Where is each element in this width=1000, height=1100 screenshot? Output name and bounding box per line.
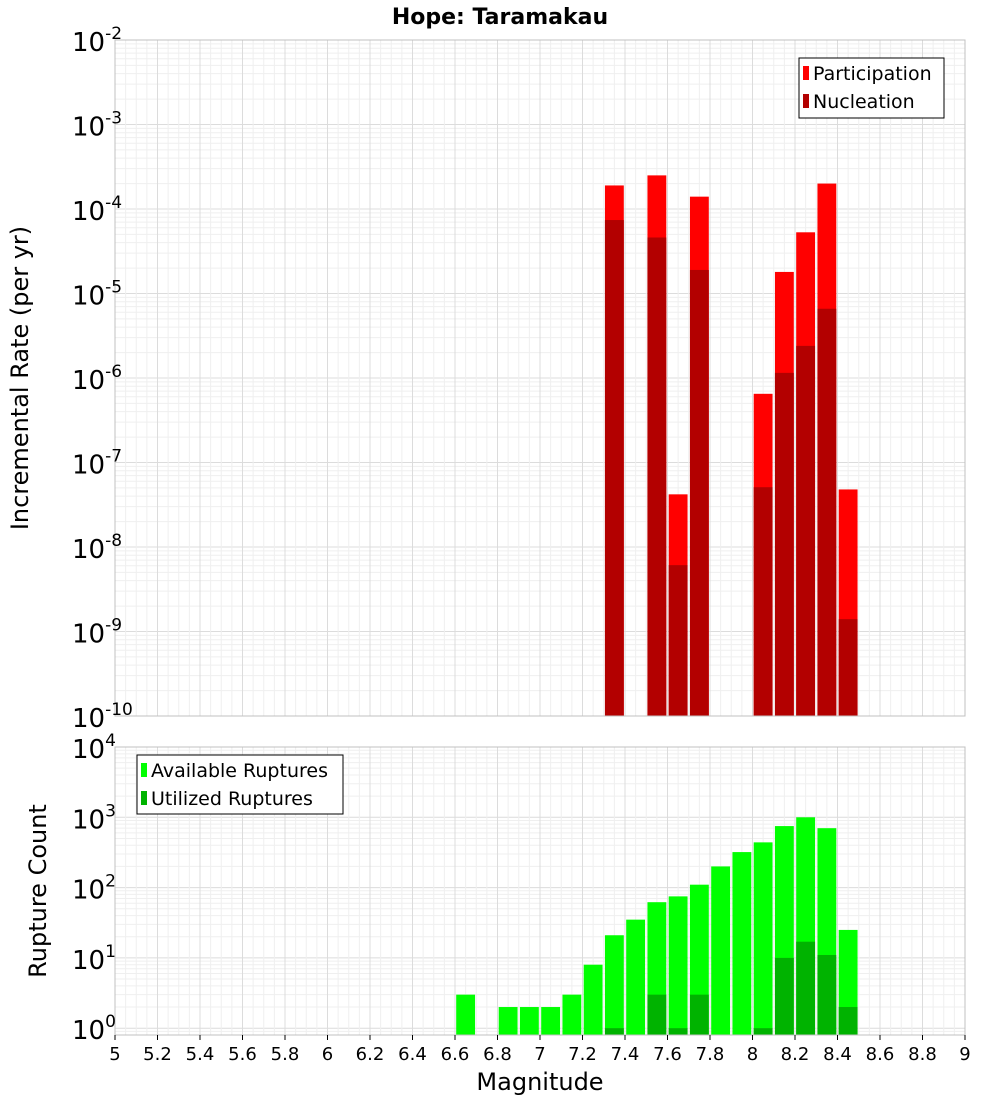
available-bar bbox=[732, 852, 752, 1035]
available-bar bbox=[668, 896, 688, 1035]
y-tick-label: 10-3 bbox=[72, 109, 122, 143]
available-bar bbox=[456, 994, 476, 1035]
x-tick-label: 7 bbox=[534, 1044, 545, 1065]
available-bar bbox=[519, 1007, 539, 1035]
rate-y-ticks: 10-10 10-9 10-8 10-7 10-6 10-5 10-4 10-3 10-2 bbox=[72, 24, 133, 734]
rate-y-axis-label: Incremental Rate (per yr) bbox=[6, 226, 34, 530]
x-tick-label: 7.4 bbox=[611, 1044, 640, 1065]
available-legend-label: Available Ruptures bbox=[151, 760, 328, 782]
utilized-bar bbox=[647, 994, 667, 1035]
rate-grid bbox=[114, 39, 966, 717]
utilized-legend-label: Utilized Ruptures bbox=[151, 788, 313, 810]
utilized-bar bbox=[838, 1007, 858, 1035]
nucleation-bar bbox=[689, 269, 709, 716]
available-legend-swatch bbox=[141, 763, 147, 777]
available-bar bbox=[583, 964, 603, 1035]
x-tick-label: 5 bbox=[109, 1044, 120, 1065]
nucleation-legend-label: Nucleation bbox=[813, 91, 915, 113]
x-tick-label: 8.8 bbox=[908, 1044, 937, 1065]
available-bar bbox=[753, 842, 773, 1035]
x-tick-label: 5.6 bbox=[228, 1044, 257, 1065]
x-ticks: 5 5.2 5.4 5.6 5.8 6 6.2 6.4 6.6 6.8 7 7.2 7.4 7.6 7.8 8… bbox=[109, 1035, 971, 1065]
count-y-axis-label: Rupture Count bbox=[24, 804, 52, 978]
rate-bars bbox=[604, 175, 858, 717]
count-legend: Available Ruptures Utilized Ruptures bbox=[136, 754, 344, 815]
rate-legend-box bbox=[798, 57, 945, 119]
y-tick-label: 10-8 bbox=[72, 531, 122, 565]
y-tick-label: 103 bbox=[72, 801, 116, 835]
nucleation-bar bbox=[668, 565, 688, 716]
rate-legend: Participation Nucleation bbox=[798, 57, 945, 119]
participation-legend-label: Participation bbox=[813, 63, 932, 85]
count-legend-box bbox=[136, 754, 344, 815]
x-tick-label: 8.2 bbox=[781, 1044, 810, 1065]
nucleation-legend-swatch bbox=[803, 94, 809, 108]
nucleation-bar bbox=[774, 372, 794, 716]
rate-panel: 10-10 10-9 10-8 10-7 10-6 10-5 10-4 10-3 10-2 In… bbox=[6, 24, 966, 734]
y-tick-label: 10-9 bbox=[72, 616, 122, 650]
count-panel: 100 101 102 103 104 Rupture Count Available … bbox=[24, 731, 966, 1046]
utilized-bar bbox=[796, 941, 816, 1035]
y-tick-label: 10-2 bbox=[72, 24, 122, 58]
x-tick-label: 6.2 bbox=[356, 1044, 385, 1065]
x-tick-label: 8 bbox=[747, 1044, 758, 1065]
x-tick-label: 6 bbox=[322, 1044, 333, 1065]
x-tick-label: 7.2 bbox=[568, 1044, 597, 1065]
x-tick-label: 6.8 bbox=[483, 1044, 512, 1065]
x-tick-label: 8.6 bbox=[866, 1044, 895, 1065]
available-bar bbox=[541, 1007, 561, 1035]
available-bar bbox=[498, 1007, 518, 1035]
y-tick-label: 101 bbox=[72, 942, 116, 976]
x-axis-label: Magnitude bbox=[476, 1068, 603, 1096]
x-tick-label: 9 bbox=[959, 1044, 970, 1065]
x-tick-label: 8.4 bbox=[823, 1044, 852, 1065]
x-tick-label: 7.8 bbox=[696, 1044, 725, 1065]
utilized-bar bbox=[774, 957, 794, 1035]
available-bar bbox=[626, 919, 646, 1035]
available-bar bbox=[562, 994, 582, 1035]
x-tick-label: 6.4 bbox=[398, 1044, 427, 1065]
utilized-bar bbox=[817, 954, 837, 1035]
available-bar bbox=[711, 866, 731, 1035]
nucleation-bar bbox=[753, 487, 773, 716]
y-tick-label: 100 bbox=[72, 1012, 116, 1046]
nucleation-bar bbox=[604, 220, 624, 716]
utilized-bar bbox=[753, 1028, 773, 1035]
rate-plot-frame bbox=[114, 39, 966, 717]
participation-legend-swatch bbox=[803, 66, 809, 80]
nucleation-bar bbox=[817, 308, 837, 716]
nucleation-bar bbox=[647, 237, 667, 717]
x-tick-label: 5.4 bbox=[186, 1044, 215, 1065]
x-tick-label: 5.8 bbox=[271, 1044, 300, 1065]
utilized-bar bbox=[604, 1028, 624, 1035]
y-tick-label: 10-5 bbox=[72, 278, 122, 312]
y-tick-label: 10-7 bbox=[72, 447, 122, 481]
count-bars bbox=[456, 817, 858, 1035]
utilized-legend-swatch bbox=[141, 791, 147, 805]
y-tick-label: 102 bbox=[72, 872, 116, 906]
y-tick-label: 10-6 bbox=[72, 362, 122, 396]
available-bar bbox=[604, 935, 624, 1035]
nucleation-bar bbox=[796, 345, 816, 716]
chart-title: Hope: Taramakau bbox=[392, 5, 608, 30]
count-y-ticks: 100 101 102 103 104 bbox=[72, 731, 116, 1046]
y-tick-label: 10-4 bbox=[72, 193, 122, 227]
y-tick-label: 10-10 bbox=[72, 700, 133, 734]
utilized-bar bbox=[668, 1028, 688, 1035]
x-tick-label: 5.2 bbox=[143, 1044, 172, 1065]
nucleation-bar bbox=[838, 619, 858, 716]
y-tick-label: 104 bbox=[72, 731, 116, 765]
x-tick-label: 7.6 bbox=[653, 1044, 682, 1065]
utilized-bar bbox=[689, 994, 709, 1035]
x-tick-label: 6.6 bbox=[441, 1044, 470, 1065]
